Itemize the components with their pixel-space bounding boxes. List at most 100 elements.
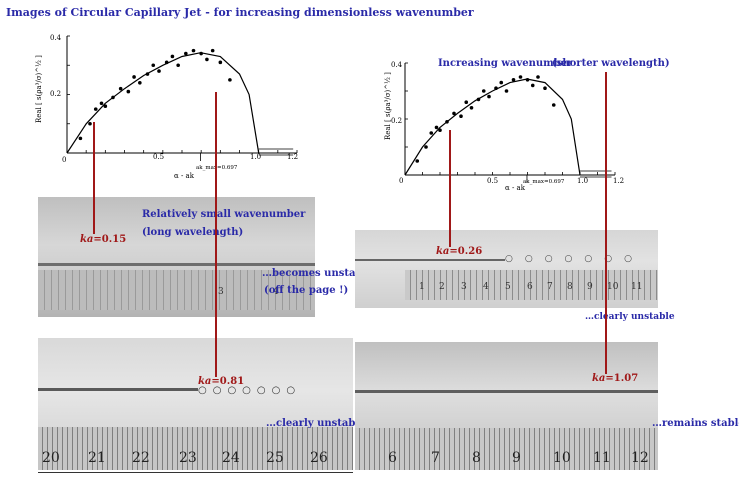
data-point <box>481 89 486 93</box>
jet-photo-ka-081: ○○○○○○○ 20 21 22 23 24 25 26 <box>38 338 353 470</box>
left-plot-xlabel: α - ak <box>174 172 195 180</box>
data-point <box>170 54 175 59</box>
ruler-number: 7 <box>547 282 553 292</box>
data-point <box>88 121 92 126</box>
right-plot-xtick-12: 1.2 <box>613 177 624 185</box>
left-growth-rate-plot: Real [ s(ρa³/σ)^½ ] α - ak 0.4 0.2 0 0.5… <box>35 34 298 180</box>
droplets: ○○○○○○○ <box>505 254 644 264</box>
ka-value: =0.15 <box>93 234 127 245</box>
right-plot-xlabel: α - ak <box>505 184 526 192</box>
data-point <box>415 159 420 163</box>
data-point <box>525 78 530 82</box>
right-plot-ylabel: Real [ s(ρa³/σ)^½ ] <box>384 72 392 140</box>
data-point <box>438 128 442 132</box>
ruler-number: 11 <box>593 450 611 466</box>
ruler-number: 11 <box>631 282 643 292</box>
left-plot-xtick-10: 1.0 <box>250 153 261 161</box>
indicator-line-ka-026 <box>449 130 451 247</box>
ruler-number: 26 <box>310 450 328 466</box>
ruler-number: 6 <box>527 282 533 292</box>
dispersion-curve <box>404 78 581 176</box>
ka-value: =0.81 <box>211 376 245 387</box>
ruler-number: 8 <box>472 450 481 466</box>
marker-ka-026: ka=0.26 <box>436 246 482 257</box>
data-point <box>459 114 463 118</box>
data-point <box>164 60 169 65</box>
left-plot-ytick-04: 0.4 <box>50 34 62 42</box>
left-plot-area <box>66 35 298 161</box>
ka-value: =0.26 <box>449 246 483 257</box>
caption-small-wavenumber: Relatively small wavenumber <box>142 209 306 220</box>
caption-off-page: (off the page !) <box>264 285 349 296</box>
right-plot-xtick-10: 1.0 <box>577 177 588 185</box>
ruler <box>405 270 658 300</box>
right-plot-annotation-increasing: Increasing wavenumber <box>438 58 573 69</box>
right-plot-xtick-05: 0.5 <box>487 177 498 185</box>
data-point <box>228 78 232 82</box>
jet-stream <box>355 259 505 261</box>
ruler-number: 4 <box>273 287 279 297</box>
ka-symbol: ka <box>198 376 212 387</box>
ruler-number: 3 <box>218 287 224 297</box>
jet-photo-ka-107: 6 7 8 9 10 11 12 <box>355 342 658 470</box>
data-point <box>78 136 83 141</box>
data-point <box>434 125 439 130</box>
indicator-line-ka-015 <box>93 122 95 234</box>
data-point <box>424 145 428 149</box>
data-point <box>191 48 196 53</box>
marker-ka-107: ka=1.07 <box>592 373 638 384</box>
caption-remains-stable: …remains stable <box>652 418 739 429</box>
data-point <box>132 75 136 79</box>
ruler-number: 3 <box>461 282 467 292</box>
droplets: ○○○○○○○ <box>198 385 302 396</box>
caption-clearly-unstable-2: …clearly unstable <box>585 312 675 322</box>
indicator-line-ka-107 <box>605 72 607 374</box>
left-plot-xtick-12: 1.2 <box>287 153 298 161</box>
ruler-number: 12 <box>631 450 649 466</box>
jet-stream <box>38 263 315 266</box>
ruler <box>38 270 315 310</box>
data-point <box>93 107 98 111</box>
jet-photo-small-wavenumber: 3 4 <box>38 197 315 317</box>
data-point <box>476 97 481 102</box>
data-point <box>205 57 209 62</box>
marker-ka-015: ka=0.15 <box>80 234 126 245</box>
ka-value: =1.07 <box>605 373 639 384</box>
data-point <box>499 80 504 85</box>
jet-photo-ka-026: ○○○○○○○ 1 2 3 4 5 6 7 8 9 10 11 <box>355 230 658 308</box>
data-point <box>199 51 203 56</box>
data-point <box>218 60 223 65</box>
data-point <box>504 89 509 93</box>
ruler <box>355 428 658 470</box>
data-point <box>536 75 540 79</box>
data-point <box>210 48 215 53</box>
right-plot-ytick-02: 0.2 <box>391 117 402 125</box>
caption-clearly-unstable-1: …clearly unstable <box>266 418 366 429</box>
right-plot-ytick-0: 0 <box>399 177 403 185</box>
ruler-number: 8 <box>567 282 573 292</box>
caption-becomes-unstable: …becomes unsta <box>262 268 356 279</box>
ruler-number: 6 <box>388 450 397 466</box>
ruler-number: 21 <box>88 450 106 466</box>
data-point <box>126 89 131 94</box>
data-point <box>543 86 547 90</box>
right-plot-ytick-04: 0.4 <box>391 61 403 69</box>
data-point <box>469 106 474 110</box>
data-point <box>452 111 456 116</box>
ka-symbol: ka <box>592 373 606 384</box>
left-plot-ytick-0: 0 <box>62 156 66 164</box>
caption-long-wavelength: (long wavelength) <box>142 227 244 238</box>
data-point <box>429 131 434 135</box>
data-point <box>494 86 498 90</box>
data-point <box>184 51 188 56</box>
ruler-number: 24 <box>222 450 240 466</box>
jet-stream <box>355 390 658 393</box>
ruler-number: 20 <box>42 450 60 466</box>
data-point <box>111 95 115 100</box>
ruler-number: 7 <box>431 450 440 466</box>
ruler-number: 1 <box>419 282 425 292</box>
ruler-number: 10 <box>607 282 619 292</box>
right-plot-area <box>404 62 616 183</box>
ruler-number: 9 <box>512 450 521 466</box>
data-point <box>99 101 104 106</box>
